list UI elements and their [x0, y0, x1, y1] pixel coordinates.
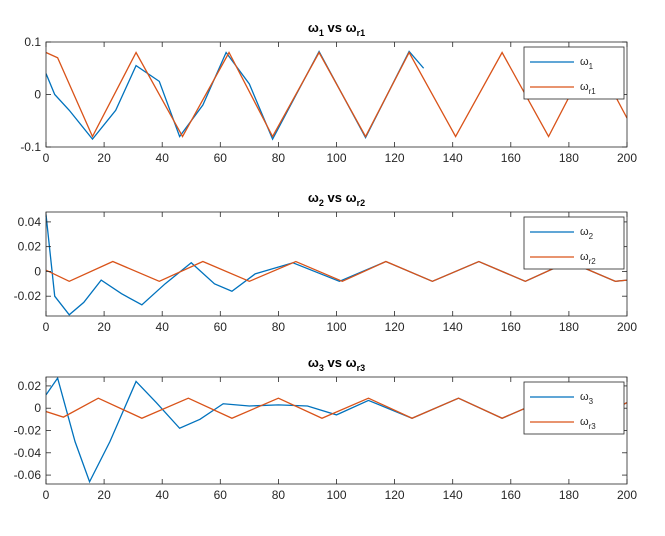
x-tick-label: 140: [443, 320, 463, 334]
legend-entry: ωr2: [580, 251, 596, 266]
legend-box: [523, 381, 625, 435]
y-tick-label: 0.1: [24, 35, 41, 49]
legend-entry: ω2: [580, 226, 594, 241]
legend-box: [523, 216, 625, 270]
x-tick-label: 180: [559, 151, 579, 165]
title-symbol: ω: [308, 20, 319, 35]
title-subscript: r1: [357, 28, 366, 38]
x-tick-label: 160: [501, 488, 521, 502]
x-tick-label: 80: [272, 320, 286, 334]
y-tick-label: 0: [34, 264, 41, 278]
x-tick-label: 40: [156, 151, 170, 165]
x-tick-label: 40: [156, 488, 170, 502]
title-symbol: ω: [346, 355, 357, 370]
x-tick-label: 60: [214, 151, 228, 165]
title-text: vs: [324, 20, 346, 35]
x-tick-label: 80: [272, 151, 286, 165]
x-tick-label: 60: [214, 320, 228, 334]
x-tick-label: 200: [617, 151, 637, 165]
x-tick-label: 180: [559, 488, 579, 502]
legend-symbol: ω: [580, 251, 589, 263]
title-subscript: r3: [357, 363, 366, 373]
x-tick-label: 160: [501, 320, 521, 334]
y-tick-label: -0.02: [14, 289, 42, 303]
x-tick-label: 20: [97, 488, 111, 502]
x-tick-label: 140: [443, 488, 463, 502]
x-tick-label: 120: [385, 151, 405, 165]
x-tick-label: 100: [326, 320, 346, 334]
y-tick-label: 0.04: [18, 215, 42, 229]
title-subscript: 2: [319, 198, 324, 208]
x-tick-label: 120: [385, 488, 405, 502]
title-text: vs: [324, 355, 346, 370]
chart-title: ω3 vs ωr3: [308, 355, 365, 373]
y-tick-label: -0.1: [20, 140, 41, 154]
series-line-reference: [46, 51, 627, 139]
x-tick-label: 0: [43, 488, 50, 502]
x-tick-label: 80: [272, 488, 286, 502]
x-tick-label: 40: [156, 320, 170, 334]
legend-entry: ωr3: [580, 416, 596, 431]
legend-entry: ωr1: [580, 81, 596, 96]
y-tick-label: 0: [34, 88, 41, 102]
title-symbol: ω: [308, 190, 319, 205]
x-tick-label: 180: [559, 320, 579, 334]
legend-box: [523, 46, 625, 100]
x-tick-label: 0: [43, 320, 50, 334]
x-tick-label: 120: [385, 320, 405, 334]
legend-symbol: ω: [580, 391, 589, 403]
chart-title: ω1 vs ωr1: [308, 20, 365, 38]
title-subscript: r2: [357, 198, 366, 208]
chart-title: ω2 vs ωr2: [308, 190, 365, 208]
x-tick-label: 200: [617, 488, 637, 502]
legend-symbol: ω: [580, 416, 589, 428]
title-text: vs: [324, 190, 346, 205]
x-tick-label: 140: [443, 151, 463, 165]
title-symbol: ω: [346, 20, 357, 35]
x-tick-label: 100: [326, 488, 346, 502]
subplot-2: 0 20 40 60 80 100 120 140 160 180 200 0.04 0.02 0 -0.0…: [14, 190, 638, 334]
legend-subscript: r1: [589, 87, 597, 96]
y-tick-label: -0.06: [14, 468, 42, 482]
subplot-3: 0 20 40 60 80 100 120 140 160 180 200 0.02 0 -0.02 -0.…: [14, 355, 638, 502]
legend-entry: ω1: [580, 56, 594, 71]
legend-subscript: r3: [589, 422, 597, 431]
x-tick-label: 20: [97, 151, 111, 165]
title-subscript: 3: [319, 363, 324, 373]
x-tick-label: 20: [97, 320, 111, 334]
x-tick-label: 60: [214, 488, 228, 502]
legend-subscript: 1: [589, 62, 594, 71]
legend-entry: ω3: [580, 391, 594, 406]
x-tick-label: 200: [617, 320, 637, 334]
title-symbol: ω: [346, 190, 357, 205]
legend-subscript: 2: [589, 232, 594, 241]
y-tick-label: 0: [34, 401, 41, 415]
x-tick-label: 100: [326, 151, 346, 165]
x-tick-label: 0: [43, 151, 50, 165]
legend-symbol: ω: [580, 226, 589, 238]
title-subscript: 1: [319, 28, 324, 38]
y-tick-label: 0.02: [18, 379, 42, 393]
legend-subscript: r2: [589, 257, 597, 266]
y-tick-label: 0.02: [18, 240, 42, 254]
y-tick-label: -0.04: [14, 446, 42, 460]
x-tick-label: 160: [501, 151, 521, 165]
y-tick-label: -0.02: [14, 424, 42, 438]
legend-subscript: 3: [589, 397, 594, 406]
legend-symbol: ω: [580, 56, 589, 68]
legend-symbol: ω: [580, 81, 589, 93]
title-symbol: ω: [308, 355, 319, 370]
